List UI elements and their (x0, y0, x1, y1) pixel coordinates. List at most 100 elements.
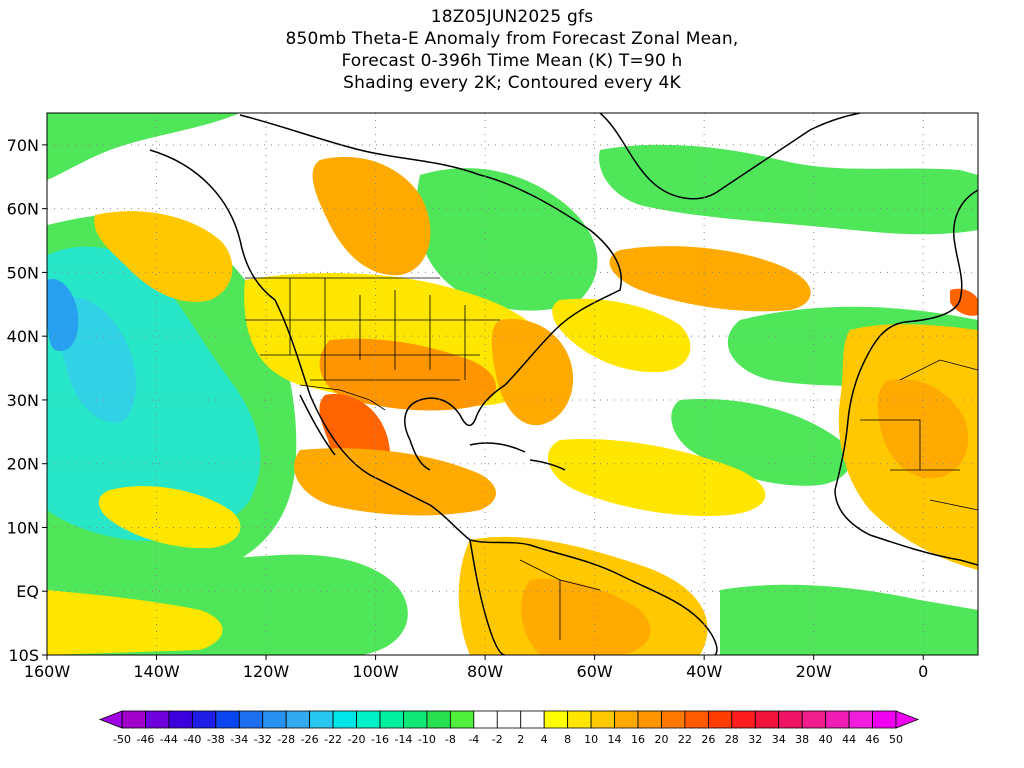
colorbar-swatch (543, 710, 569, 729)
alaska-gulf-orange (94, 211, 233, 302)
colorbar-left-arrow (98, 710, 123, 729)
tropical-atlantic-yellow (548, 439, 766, 516)
eastern-pacific-yellow (47, 590, 223, 655)
colorbar-swatch (121, 710, 146, 729)
europe-africa-coast (834, 189, 978, 566)
greenland-coast (599, 113, 861, 200)
colorbar-label: 16 (631, 733, 645, 746)
colorbar-label: 46 (866, 733, 880, 746)
lon-tick-label: 80W (467, 662, 503, 681)
anomaly-shading (47, 113, 978, 655)
colorbar-swatch (356, 710, 381, 729)
south-america-orange-core (521, 579, 651, 655)
africa-borders (860, 359, 978, 511)
colorbar-swatch (872, 710, 897, 729)
lat-tick-label: 60N (7, 200, 39, 219)
colorbar-swatch (848, 710, 873, 729)
colorbar-label: -16 (371, 733, 389, 746)
colorbar-swatch (191, 710, 217, 729)
title-block: 18Z05JUN2025 gfs 850mb Theta-E Anomaly f… (0, 6, 1024, 94)
colorbar-swatch (707, 710, 733, 729)
colorbar-right-arrow (895, 710, 920, 729)
north-america-coast (149, 114, 622, 541)
colorbar-swatch (754, 710, 780, 729)
colorbar-label: -46 (136, 733, 154, 746)
colorbar-swatch (332, 710, 357, 729)
lat-tick-label: EQ (16, 582, 39, 601)
colorbar-label: 20 (654, 733, 668, 746)
lat-tick-label: 20N (7, 455, 39, 474)
lat-tick-label: 30N (7, 391, 39, 410)
lon-tick-label: 40W (686, 662, 722, 681)
colorbar-label: -2 (492, 733, 503, 746)
west-pacific-yellow (98, 486, 241, 549)
lat-tick-label: 50N (7, 263, 39, 282)
pacific-blue-core (47, 279, 79, 351)
title-line-2: 850mb Theta-E Anomaly from Forecast Zona… (285, 29, 739, 49)
colorbar-swatch (309, 710, 334, 729)
colorbar-swatch (403, 710, 428, 729)
colorbar-swatch (661, 710, 686, 729)
colorbar-label: -22 (324, 733, 342, 746)
south-america-coast (469, 539, 718, 655)
colorbar-label: -34 (230, 733, 248, 746)
colorbar-label: -40 (183, 733, 201, 746)
colorbar-swatch (145, 710, 170, 729)
greenland-green (599, 144, 978, 235)
colorbar-swatch (238, 710, 264, 729)
colorbar-swatch (168, 710, 193, 729)
caribbean-islands (469, 442, 566, 471)
colorbar-swatch (614, 710, 639, 729)
colorbar-label: 32 (748, 733, 762, 746)
colorbar-swatch (426, 710, 451, 729)
colorbar-label: 28 (725, 733, 739, 746)
colorbar-label: 44 (842, 733, 856, 746)
colorbar-label: -14 (394, 733, 412, 746)
colorbar-swatch (496, 710, 522, 729)
colorbar-swatch (825, 710, 850, 729)
lat-tick-label: 10N (7, 518, 39, 537)
atlantic-coast-orange (491, 319, 574, 426)
axis-labels: 160W 140W 120W 100W 80W 60W 40W 20W 0 70N 60N 50N 40… (7, 136, 929, 681)
colorbar-label: -32 (254, 733, 272, 746)
lon-tick-label: 140W (133, 662, 180, 681)
lon-tick-label: 100W (352, 662, 399, 681)
south-america-borders (519, 559, 601, 640)
us-mexico-border (299, 384, 386, 411)
colorbar-label: -28 (277, 733, 295, 746)
iberia-red (950, 288, 978, 316)
colorbar-swatch (637, 710, 662, 729)
colorbar: -50 -46 -44 -40 -38 -34 -32 -28 -26 -22 -20 -16 -14-… (98, 710, 920, 746)
coastlines (149, 113, 978, 655)
colorbar-label: 4 (541, 733, 548, 746)
colorbar-label: -4 (468, 733, 479, 746)
colorbar-label: 26 (701, 733, 715, 746)
colorbar-label: 40 (819, 733, 833, 746)
colorbar-label: 14 (608, 733, 622, 746)
east-pacific-orange (294, 448, 497, 516)
title-line-1: 18Z05JUN2025 gfs (430, 7, 594, 27)
canada-green (416, 168, 598, 311)
lon-tick-label: 120W (243, 662, 290, 681)
arctic-green-west (47, 113, 240, 180)
colorbar-label: -26 (301, 733, 319, 746)
colorbar-label: -10 (418, 733, 436, 746)
colorbar-label: 22 (678, 733, 692, 746)
lat-tick-label: 10S (8, 646, 39, 665)
colorbar-swatch (567, 710, 592, 729)
colorbar-swatch (590, 710, 615, 729)
colorbar-label: 38 (795, 733, 809, 746)
lon-tick-label: 0 (918, 662, 928, 681)
colorbar-label: -38 (207, 733, 225, 746)
baja-california (299, 394, 336, 456)
colorbar-swatch (684, 710, 709, 729)
us-southcentral-orange (319, 338, 497, 411)
colorbar-label: -8 (445, 733, 456, 746)
north-canada-orange (312, 156, 431, 276)
colorbar-swatch (731, 710, 756, 729)
political-borders (245, 277, 978, 640)
colorbar-swatch (262, 710, 287, 729)
title-line-3: Forecast 0-396h Time Mean (K) T=90 h (341, 51, 683, 71)
north-atlantic-orange-2 (552, 298, 691, 373)
